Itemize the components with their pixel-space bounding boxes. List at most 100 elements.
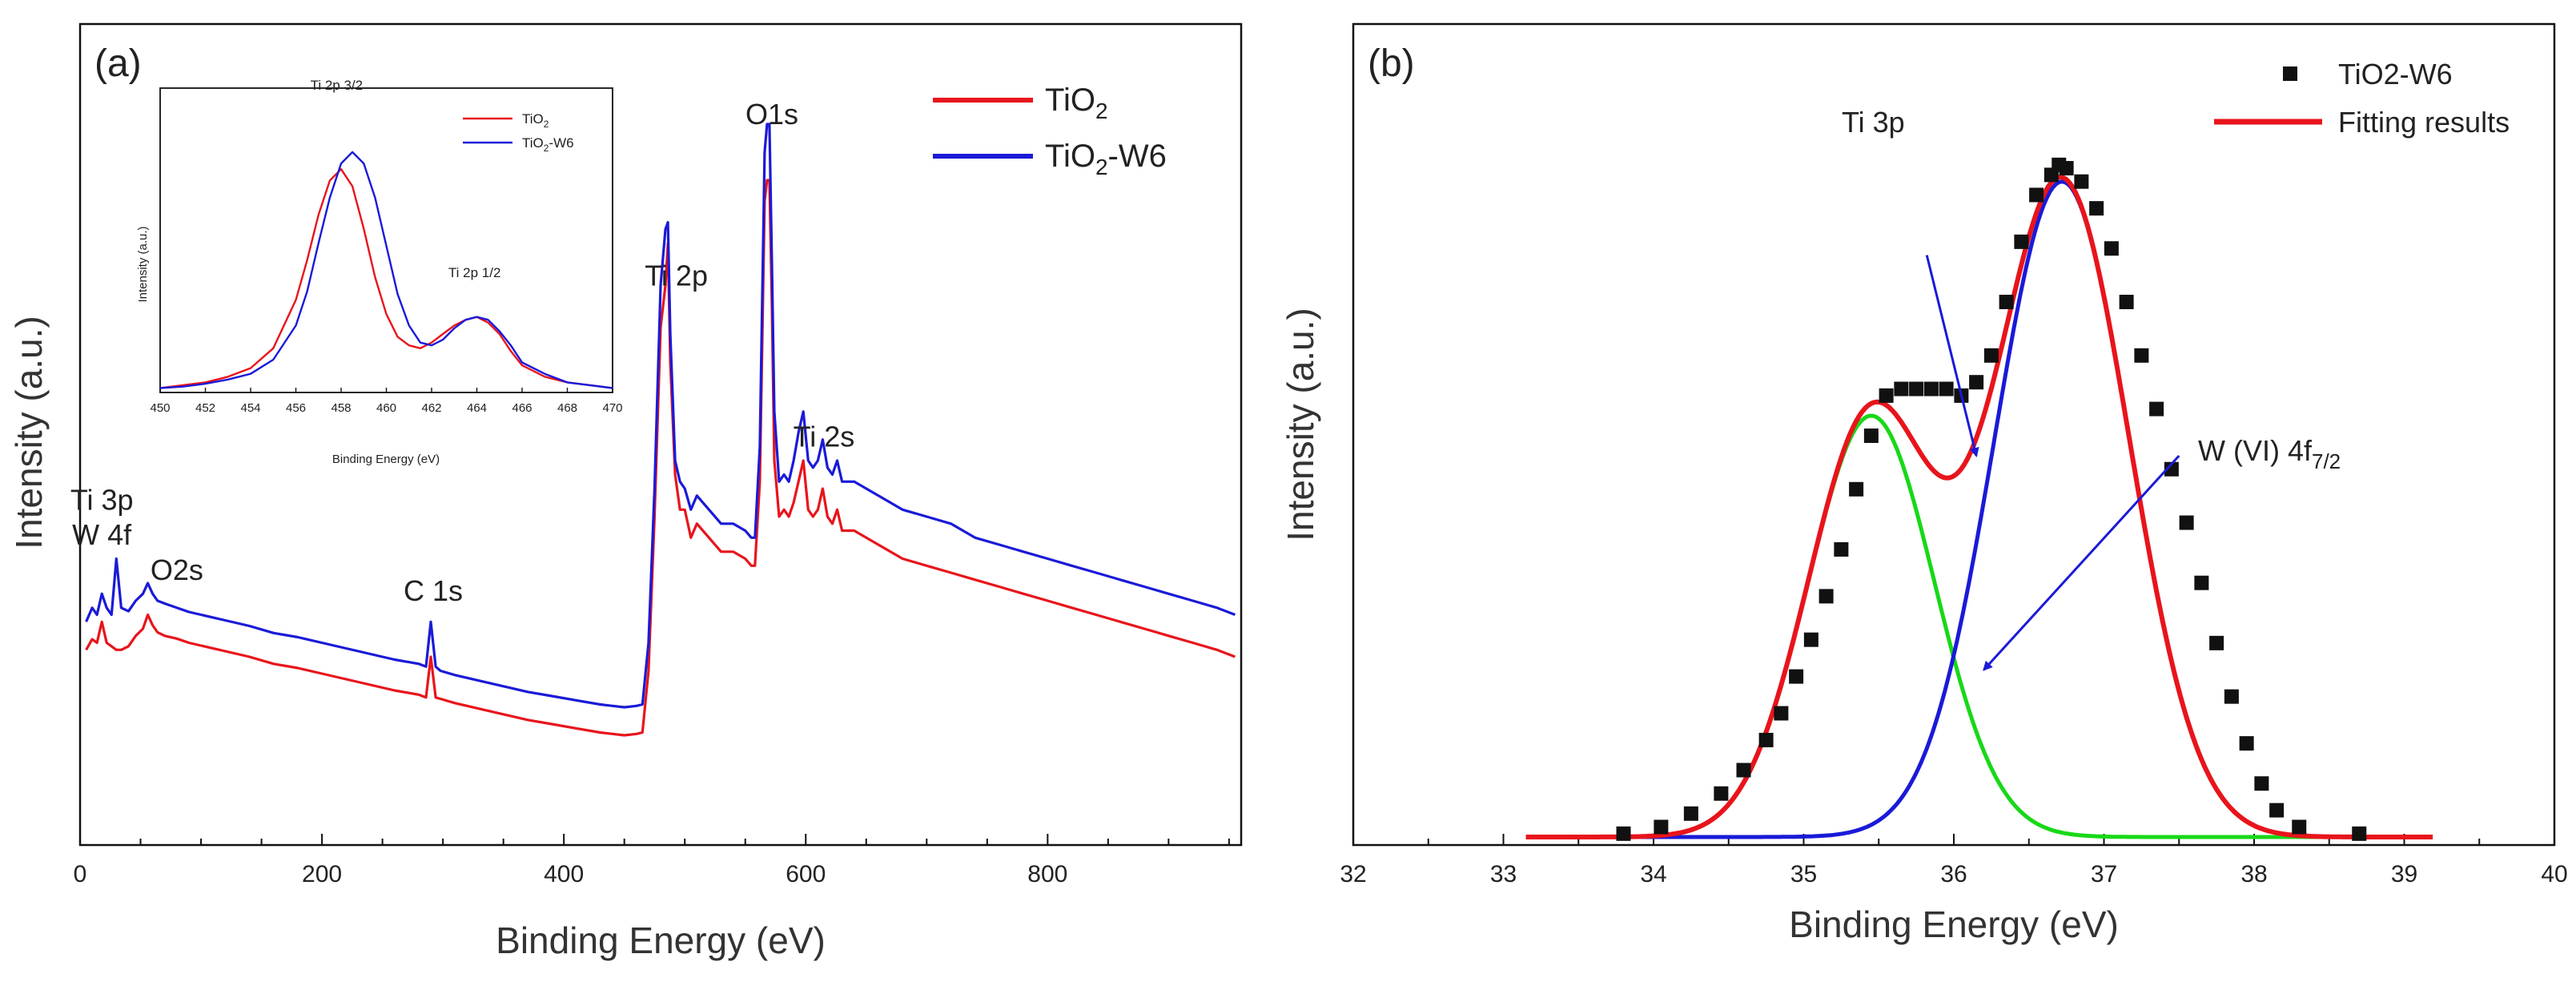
legend-label-tio2-w6-b: TiO2-W6 — [2338, 58, 2453, 91]
series-line-tio2-w6 — [85, 123, 1236, 709]
data-point — [1923, 381, 1939, 396]
fit-curve-ti3p — [1548, 413, 2389, 839]
data-point — [2014, 234, 2029, 249]
panel-a-legend: TiO2 TiO2-W6 — [933, 82, 1167, 179]
panel-a-x-axis-label: Binding Energy (eV) — [496, 920, 826, 961]
data-point — [2352, 826, 2367, 841]
inset-legend-label-tio2: TiO2 — [522, 111, 549, 130]
legend-label-tio2-w6: TiO2-W6 — [1045, 139, 1167, 179]
x-tick-label: 34 — [1640, 861, 1666, 887]
data-point — [2209, 635, 2224, 650]
data-point — [1863, 429, 1879, 443]
inset-x-tick-label: 468 — [557, 401, 577, 415]
data-point — [1894, 381, 1909, 396]
inset-frame — [159, 87, 613, 393]
peak-label: W 4f — [72, 518, 132, 551]
legend-label-fitting-results: Fitting results — [2338, 106, 2510, 139]
data-point — [1983, 348, 1999, 363]
legend-marker-tio2-w6 — [2283, 66, 2297, 81]
data-point — [2239, 736, 2254, 751]
panel-b-x-axis-label: Binding Energy (eV) — [1789, 903, 2119, 945]
inset-series-line-tio2-w6 — [159, 151, 613, 389]
data-point — [1969, 375, 1984, 390]
inset-x-tick-label: 464 — [467, 401, 487, 415]
x-tick-label: 0 — [74, 861, 87, 887]
data-point — [1849, 481, 1864, 497]
panel-a: (a) 0 200 400 600 800 Binding Energy (eV) In… — [8, 22, 1243, 961]
panel-a-label: (a) — [94, 42, 142, 85]
inset-x-tick-label: 452 — [195, 401, 215, 415]
inset-x-tick-label: 460 — [376, 401, 396, 415]
fit-curve-w-vi-4f — [1548, 179, 2389, 839]
data-point — [1818, 589, 1834, 604]
panel-b-x-ticks: 32 33 34 35 36 37 38 39 40 — [1340, 834, 2568, 887]
inset-x-tick-label: 470 — [602, 401, 622, 415]
x-tick-label: 200 — [302, 861, 342, 887]
peak-label: Ti 3p — [70, 483, 134, 516]
data-point — [1999, 295, 2014, 309]
data-point — [2179, 515, 2194, 530]
data-point — [2149, 401, 2164, 417]
series-line-tio2 — [85, 179, 1236, 737]
x-tick-label: 33 — [1490, 861, 1517, 887]
legend-label-tio2: TiO2 — [1045, 82, 1108, 123]
inset-x-tick-label: 456 — [286, 401, 306, 415]
data-point — [2089, 201, 2104, 216]
panel-b-arrows — [1925, 255, 2180, 671]
x-tick-label: 35 — [1790, 861, 1817, 887]
data-point — [1834, 541, 1849, 557]
data-point — [1774, 706, 1789, 721]
data-point — [2134, 348, 2149, 363]
peak-label: Ti 2s — [794, 421, 855, 453]
data-point — [1803, 632, 1818, 647]
data-point — [1616, 826, 1631, 841]
peak-label: O1s — [745, 98, 798, 131]
panel-b-data-points — [1616, 157, 2367, 841]
data-point — [2104, 241, 2119, 256]
data-point — [1758, 732, 1774, 747]
data-point — [2074, 174, 2089, 189]
x-tick-label: 800 — [1027, 861, 1067, 887]
data-point — [2194, 575, 2209, 590]
data-point — [1789, 669, 1804, 684]
panel-b-legend: TiO2-W6 Fitting results — [2214, 58, 2510, 139]
inset-legend: TiO2 TiO2-W6 — [463, 111, 574, 154]
x-tick-label: 38 — [2240, 861, 2267, 887]
data-point — [2269, 803, 2285, 818]
inset-peak-label: Ti 2p 3/2 — [311, 78, 364, 93]
data-point — [1683, 806, 1698, 821]
inset-x-tick-label: 462 — [421, 401, 441, 415]
inset-x-tick-label: 458 — [331, 401, 351, 415]
data-point — [1879, 388, 1894, 403]
data-point — [1939, 381, 1954, 396]
x-tick-label: 32 — [1340, 861, 1366, 887]
x-tick-label: 600 — [786, 861, 826, 887]
inset-annotations: Ti 2p 3/2 Ti 2p 1/2 — [311, 78, 501, 280]
inset-x-ticks: 450 452 454 456 458 460 462 464 466 468 470 — [150, 388, 623, 415]
panel-b-label: (b) — [1368, 42, 1415, 85]
data-point — [1654, 819, 1669, 835]
panel-a-series — [85, 123, 1236, 737]
panel-a-y-axis-label: Intensity (a.u.) — [8, 316, 50, 549]
x-tick-label: 400 — [544, 861, 584, 887]
data-point — [1909, 381, 1924, 396]
panel-b-y-axis-label: Intensity (a.u.) — [1280, 308, 1321, 541]
panel-b-fit-curves — [1525, 175, 2433, 839]
inset-x-tick-label: 450 — [150, 401, 170, 415]
inset-series-line-tio2 — [159, 168, 613, 389]
annotation-arrow — [1925, 255, 1979, 457]
peak-label: Ti 2p — [645, 259, 708, 292]
data-point — [2292, 819, 2307, 835]
x-tick-label: 36 — [1940, 861, 1967, 887]
annotation-w-vi-4f: W (VI) 4f7/2 — [2198, 434, 2341, 473]
data-point — [2029, 187, 2044, 203]
data-point — [2224, 689, 2239, 704]
x-tick-label: 40 — [2541, 861, 2567, 887]
panel-a-frame — [78, 22, 1243, 847]
inset-x-tick-label: 466 — [512, 401, 532, 415]
panel-a-inset: 450 452 454 456 458 460 462 464 466 468 470 Bindin… — [136, 78, 623, 466]
panel-b: (b) 32 33 34 35 36 37 38 39 40 Binding Energy (e… — [1280, 22, 2568, 945]
x-tick-label: 37 — [2091, 861, 2117, 887]
fit-curve-envelope — [1525, 175, 2433, 839]
